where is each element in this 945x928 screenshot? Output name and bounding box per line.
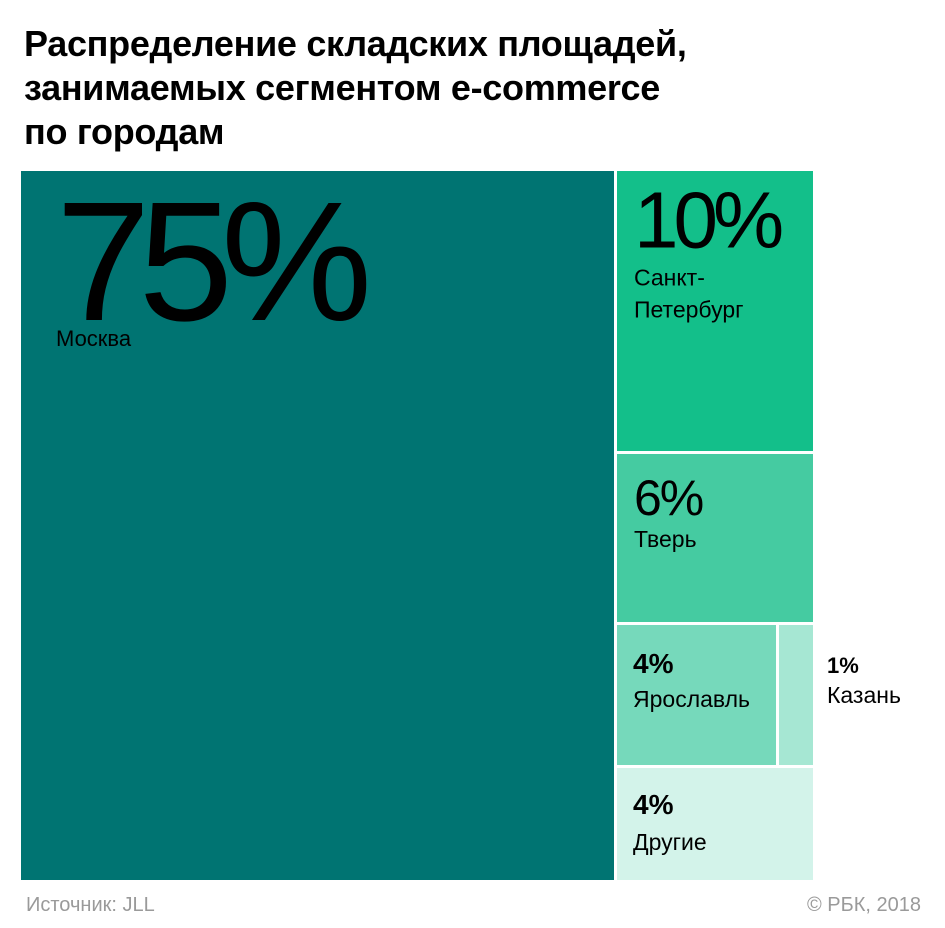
category-label: Санкт- bbox=[634, 264, 705, 290]
category-label: Казань bbox=[827, 682, 901, 708]
treemap-cell: 4% Ярославль bbox=[617, 625, 776, 765]
source-note: Источник: JLL bbox=[26, 894, 155, 916]
treemap-rect bbox=[21, 171, 614, 880]
value-label: 4% bbox=[633, 648, 674, 679]
title-line-1: Распределение складских площадей, bbox=[24, 23, 687, 64]
treemap-cell: 10%Санкт- Петербург bbox=[617, 171, 813, 451]
treemap-rect bbox=[617, 171, 813, 451]
treemap-rect bbox=[617, 625, 776, 765]
treemap-cell: 75%Москва bbox=[21, 167, 614, 880]
value-label: 75% bbox=[56, 167, 367, 357]
category-label: Москва bbox=[56, 326, 132, 351]
treemap-cell: 4% Другие bbox=[617, 768, 813, 880]
treemap-rect bbox=[779, 625, 813, 765]
treemap-rect bbox=[617, 454, 813, 622]
treemap-cell: 1% Казань bbox=[779, 625, 901, 765]
value-label: 4% bbox=[633, 789, 674, 820]
title-line-3: по городам bbox=[24, 111, 225, 152]
category-label: Другие bbox=[633, 829, 707, 855]
category-label: Ярославль bbox=[633, 686, 750, 712]
value-label: 1% bbox=[827, 653, 859, 678]
treemap-cell: 6%Тверь bbox=[617, 454, 813, 622]
category-label: Тверь bbox=[634, 526, 697, 552]
chart-title: Распределение складских площадей, занима… bbox=[24, 22, 904, 154]
category-label: Петербург bbox=[634, 296, 744, 322]
treemap-rect bbox=[617, 768, 813, 880]
title-line-2: занимаемых сегментом e-commerce bbox=[24, 67, 660, 108]
copyright-note: © РБК, 2018 bbox=[806, 894, 921, 916]
value-label: 6% bbox=[634, 470, 703, 526]
value-label: 10% bbox=[634, 175, 782, 264]
